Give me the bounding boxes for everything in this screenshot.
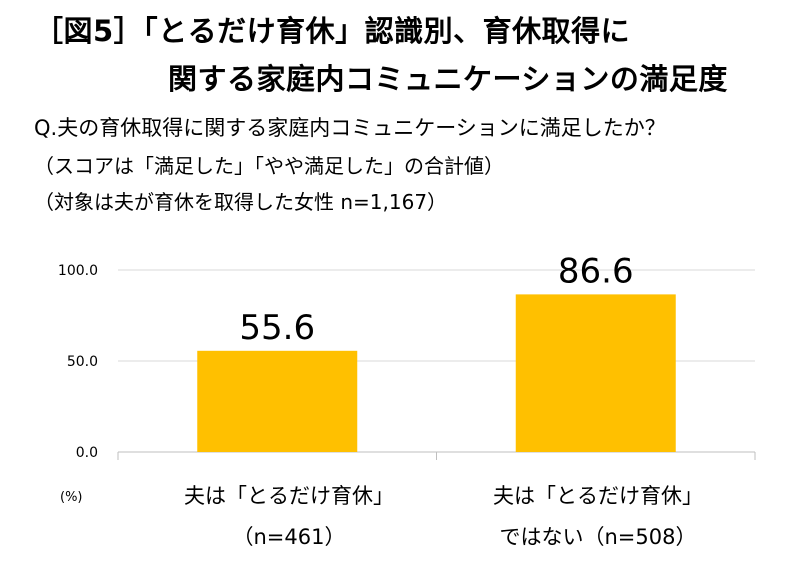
y-tick-label: 100.0 xyxy=(58,263,98,279)
y-tick-label: 50.0 xyxy=(67,354,98,370)
score-note: （スコアは「満足した」「やや満足した」の合計値） xyxy=(34,154,504,178)
bar-chart: 0.0 50.0 100.0 55.6 86.6 xyxy=(58,251,756,461)
chart-title-line-2: 関する家庭内コミュニケーションの満足度 xyxy=(168,62,728,96)
sample-note: （対象は夫が育休を取得した女性 n=1,167） xyxy=(34,190,448,214)
y-tick-label: 0.0 xyxy=(76,445,98,461)
chart-title-line-1: ［図5］「とるだけ育休」認識別、育休取得に xyxy=(34,14,631,48)
category-label-1-line-2: （n=461） xyxy=(232,525,346,549)
category-label-2-line-1: 夫は「とるだけ育休」 xyxy=(493,484,703,508)
data-label-2: 86.6 xyxy=(558,251,634,291)
unit-label: (%) xyxy=(60,490,83,505)
bar-1 xyxy=(197,350,358,452)
category-label-1-line-1: 夫は「とるだけ育休」 xyxy=(184,484,394,508)
bar-2 xyxy=(515,294,676,452)
category-label-2-line-2: ではない（n=508） xyxy=(499,525,697,549)
survey-question: Q.夫の育休取得に関する家庭内コミュニケーションに満足したか？ xyxy=(34,116,666,140)
data-label-1: 55.6 xyxy=(239,308,315,348)
